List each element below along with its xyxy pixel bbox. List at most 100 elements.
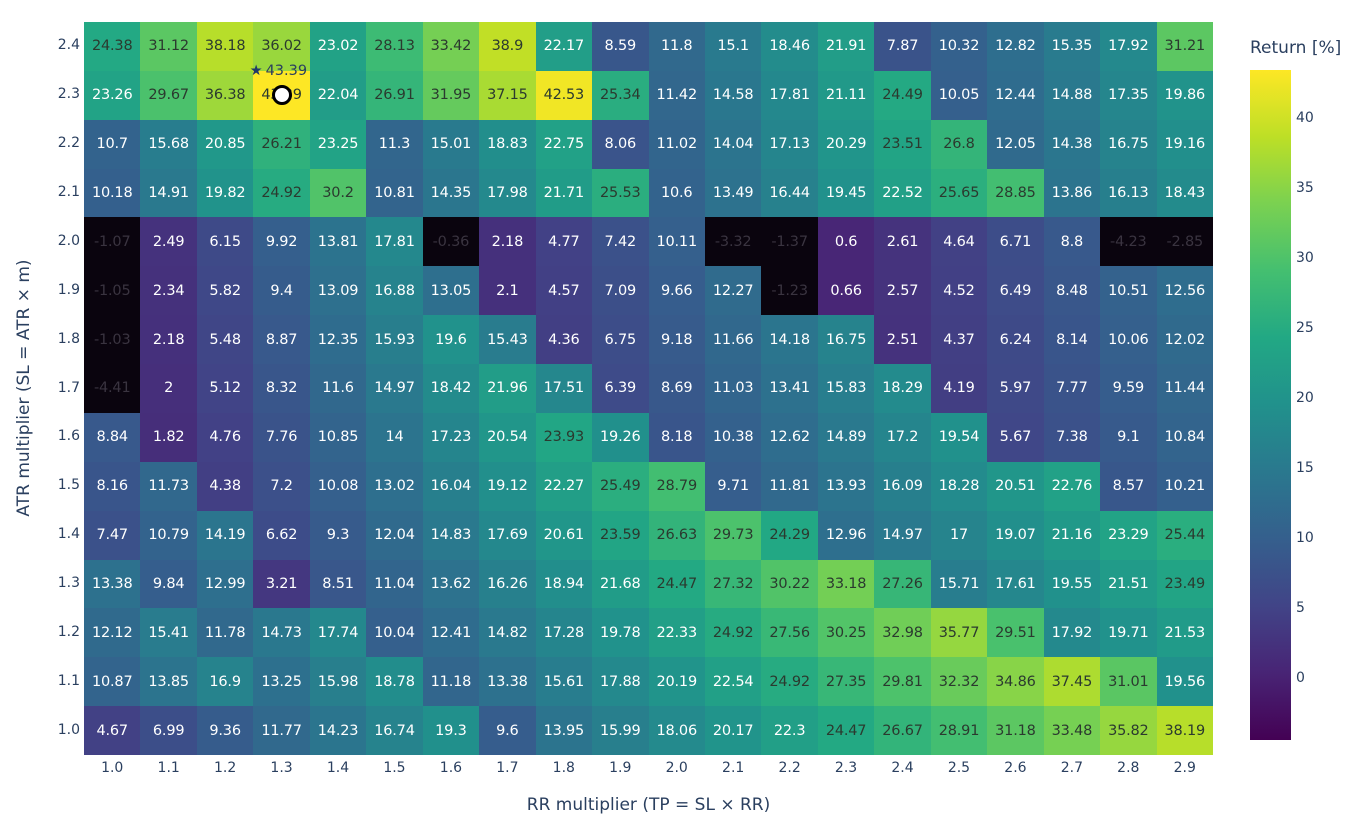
heatmap-cell[interactable]: 19.6	[422, 315, 480, 365]
heatmap-cell[interactable]: 19.12	[479, 461, 536, 511]
heatmap-cell[interactable]: 14.23	[309, 706, 367, 755]
heatmap-cell[interactable]: -1.23	[761, 266, 818, 316]
heatmap-cell[interactable]: 4.57	[535, 266, 593, 316]
heatmap-cell[interactable]: 19.82	[196, 168, 254, 218]
heatmap-cell[interactable]: 14	[366, 412, 423, 462]
heatmap-cell[interactable]: 20.51	[987, 461, 1044, 511]
heatmap-cell[interactable]: 25.44	[1156, 510, 1213, 560]
heatmap-cell[interactable]: 15.01	[422, 119, 480, 169]
heatmap-cell[interactable]: 28.79	[648, 461, 705, 511]
heatmap-cell[interactable]: 2.49	[140, 217, 197, 267]
heatmap-cell[interactable]: 18.83	[479, 119, 536, 169]
heatmap-cell[interactable]: 8.51	[309, 559, 367, 609]
heatmap-cell[interactable]: 16.13	[1100, 168, 1157, 218]
heatmap-cell[interactable]: 18.28	[930, 461, 988, 511]
heatmap-cell[interactable]: 15.93	[366, 315, 423, 365]
heatmap-cell[interactable]: 18.42	[422, 364, 480, 413]
heatmap-cell[interactable]: 16.26	[479, 559, 536, 609]
heatmap-cell[interactable]: 12.56	[1156, 266, 1213, 316]
heatmap-cell[interactable]: 27.26	[874, 559, 931, 609]
heatmap-cell[interactable]: 38.19	[1156, 706, 1213, 755]
heatmap-cell[interactable]: 8.06	[592, 119, 649, 169]
heatmap-cell[interactable]: 13.41	[761, 364, 818, 413]
heatmap-cell[interactable]: 17.98	[479, 168, 536, 218]
heatmap-cell[interactable]: 21.51	[1100, 559, 1157, 609]
heatmap-cell[interactable]: 9.84	[140, 559, 197, 609]
heatmap-cell[interactable]: 1.82	[140, 412, 197, 462]
heatmap-cell[interactable]: 29.73	[704, 510, 762, 560]
heatmap-cell[interactable]: 15.35	[1043, 22, 1101, 71]
heatmap-cell[interactable]: 14.97	[366, 364, 423, 413]
heatmap-cell[interactable]: 8.32	[253, 364, 310, 413]
heatmap-cell[interactable]: 15.61	[535, 657, 593, 707]
heatmap-cell[interactable]: 17	[930, 510, 988, 560]
heatmap-cell[interactable]: 25.49	[592, 461, 649, 511]
heatmap-cell[interactable]: 6.49	[987, 266, 1044, 316]
heatmap-cell[interactable]: 8.16	[84, 461, 141, 511]
heatmap-cell[interactable]: 34.86	[987, 657, 1044, 707]
heatmap-cell[interactable]: 6.39	[592, 364, 649, 413]
heatmap-cell[interactable]: 2.1	[479, 266, 536, 316]
heatmap-cell[interactable]: 5.67	[987, 412, 1044, 462]
heatmap-cell[interactable]: 13.86	[1043, 168, 1101, 218]
heatmap-cell[interactable]: 12.04	[366, 510, 423, 560]
heatmap-cell[interactable]: 8.48	[1043, 266, 1101, 316]
heatmap-cell[interactable]: 22.75	[535, 119, 593, 169]
heatmap-cell[interactable]: 21.71	[535, 168, 593, 218]
heatmap-cell[interactable]: 19.54	[930, 412, 988, 462]
heatmap-cell[interactable]: 24.92	[253, 168, 310, 218]
heatmap-cell[interactable]: 19.26	[592, 412, 649, 462]
heatmap-cell[interactable]: 16.74	[366, 706, 423, 755]
heatmap-cell[interactable]: 4.37	[930, 315, 988, 365]
heatmap-cell[interactable]: 17.35	[1100, 70, 1157, 120]
heatmap-cell[interactable]: 7.2	[253, 461, 310, 511]
heatmap-cell[interactable]: 17.2	[874, 412, 931, 462]
heatmap-cell[interactable]: 29.81	[874, 657, 931, 707]
heatmap-cell[interactable]: 15.43	[479, 315, 536, 365]
heatmap-cell[interactable]: 15.71	[930, 559, 988, 609]
heatmap-cell[interactable]: 13.49	[704, 168, 762, 218]
heatmap-cell[interactable]: 32.98	[874, 608, 931, 658]
heatmap-cell[interactable]: 23.02	[309, 22, 367, 71]
heatmap-cell[interactable]: 23.93	[535, 412, 593, 462]
heatmap-cell[interactable]: 10.6	[648, 168, 705, 218]
heatmap-cell[interactable]: 8.14	[1043, 315, 1101, 365]
heatmap-cell[interactable]: 19.45	[817, 168, 875, 218]
heatmap-cell[interactable]: 30.22	[761, 559, 818, 609]
heatmap-cell[interactable]: 17.61	[987, 559, 1044, 609]
heatmap-cell[interactable]: 8.87	[253, 315, 310, 365]
heatmap-cell[interactable]: 12.12	[84, 608, 141, 658]
heatmap-cell[interactable]: 17.51	[535, 364, 593, 413]
heatmap-cell[interactable]: 5.48	[196, 315, 254, 365]
heatmap-cell[interactable]: 4.64	[930, 217, 988, 267]
heatmap-cell[interactable]: 8.84	[84, 412, 141, 462]
heatmap-cell[interactable]: 23.49	[1156, 559, 1213, 609]
heatmap-cell[interactable]: 33.48	[1043, 706, 1101, 755]
heatmap-cell[interactable]: 9.3	[309, 510, 367, 560]
heatmap-cell[interactable]: 9.18	[648, 315, 705, 365]
heatmap-cell[interactable]: 10.51	[1100, 266, 1157, 316]
heatmap-cell[interactable]: 38.9	[479, 22, 536, 71]
heatmap-cell[interactable]: 16.9	[196, 657, 254, 707]
heatmap-cell[interactable]: 11.18	[422, 657, 480, 707]
heatmap-cell[interactable]: 10.11	[648, 217, 705, 267]
heatmap-cell[interactable]: 17.81	[761, 70, 818, 120]
heatmap-cell[interactable]: 2.18	[140, 315, 197, 365]
heatmap-cell[interactable]: 13.93	[817, 461, 875, 511]
heatmap-cell[interactable]: 14.18	[761, 315, 818, 365]
heatmap-cell[interactable]: 10.81	[366, 168, 423, 218]
heatmap-cell[interactable]: 2.18	[479, 217, 536, 267]
heatmap-cell[interactable]: 18.29	[874, 364, 931, 413]
heatmap-cell[interactable]: -1.03	[84, 315, 141, 365]
heatmap-cell[interactable]: 26.67	[874, 706, 931, 755]
heatmap-cell[interactable]: 12.41	[422, 608, 480, 658]
heatmap-cell[interactable]: 12.27	[704, 266, 762, 316]
heatmap-cell[interactable]: 7.76	[253, 412, 310, 462]
heatmap-cell[interactable]: 14.91	[140, 168, 197, 218]
heatmap-cell[interactable]: 14.04	[704, 119, 762, 169]
heatmap-cell[interactable]: 4.36	[535, 315, 593, 365]
heatmap-cell[interactable]: 8.8	[1043, 217, 1101, 267]
heatmap-cell[interactable]: 19.3	[422, 706, 480, 755]
heatmap-cell[interactable]: 24.47	[648, 559, 705, 609]
heatmap-cell[interactable]: 14.97	[874, 510, 931, 560]
